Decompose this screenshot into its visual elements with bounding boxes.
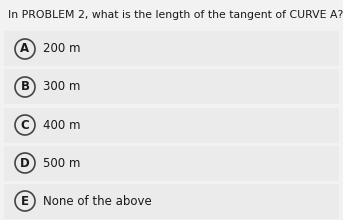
Text: 400 m: 400 m [43,119,81,132]
Text: A: A [21,42,29,55]
Text: B: B [21,81,29,94]
FancyBboxPatch shape [4,108,339,143]
Text: 200 m: 200 m [43,42,81,55]
FancyBboxPatch shape [4,70,339,104]
FancyBboxPatch shape [4,145,339,180]
FancyBboxPatch shape [4,31,339,66]
Text: E: E [21,194,29,207]
Text: 300 m: 300 m [43,81,80,94]
FancyBboxPatch shape [4,183,339,218]
Text: D: D [20,156,30,169]
Text: In PROBLEM 2, what is the length of the tangent of CURVE A?: In PROBLEM 2, what is the length of the … [8,10,343,20]
Text: C: C [21,119,29,132]
Text: 500 m: 500 m [43,156,80,169]
Text: None of the above: None of the above [43,194,152,207]
